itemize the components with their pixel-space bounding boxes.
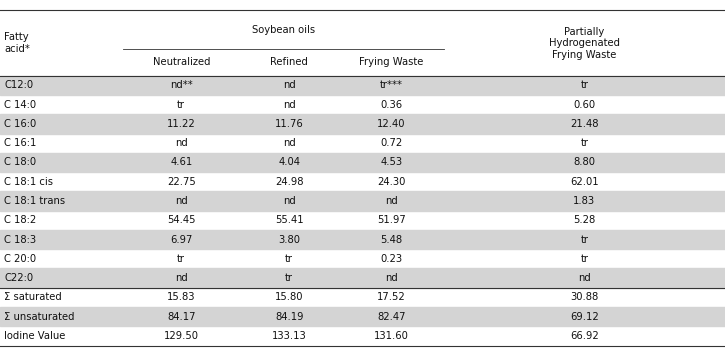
Text: 69.12: 69.12 (570, 312, 599, 322)
Text: C22:0: C22:0 (4, 273, 33, 283)
Text: 5.48: 5.48 (381, 235, 402, 245)
Text: 55.41: 55.41 (275, 215, 304, 225)
Text: tr: tr (580, 80, 589, 90)
Text: 0.23: 0.23 (381, 254, 402, 264)
Text: nd: nd (283, 196, 296, 206)
Text: C 16:0: C 16:0 (4, 119, 36, 129)
Text: nd**: nd** (170, 80, 193, 90)
Text: C 18:3: C 18:3 (4, 235, 36, 245)
Text: 4.53: 4.53 (381, 157, 402, 168)
Text: C 18:1 cis: C 18:1 cis (4, 177, 54, 187)
Text: nd: nd (578, 273, 591, 283)
Polygon shape (0, 191, 725, 211)
Text: nd: nd (385, 196, 398, 206)
Text: 0.36: 0.36 (381, 100, 402, 110)
Text: C 16:1: C 16:1 (4, 138, 37, 148)
Text: 84.17: 84.17 (167, 312, 196, 322)
Text: 15.80: 15.80 (275, 292, 304, 302)
Text: 5.28: 5.28 (573, 215, 595, 225)
Text: 62.01: 62.01 (570, 177, 599, 187)
Text: Σ unsaturated: Σ unsaturated (4, 312, 75, 322)
Text: nd: nd (175, 273, 188, 283)
Text: 84.19: 84.19 (275, 312, 304, 322)
Text: 0.60: 0.60 (573, 100, 595, 110)
Text: Iodine Value: Iodine Value (4, 331, 66, 341)
Text: tr: tr (177, 100, 186, 110)
Text: Σ saturated: Σ saturated (4, 292, 62, 302)
Text: C 18:2: C 18:2 (4, 215, 36, 225)
Text: tr: tr (580, 254, 589, 264)
Text: 12.40: 12.40 (377, 119, 406, 129)
Text: 82.47: 82.47 (377, 312, 406, 322)
Text: nd: nd (283, 138, 296, 148)
Text: tr: tr (285, 273, 294, 283)
Text: Frying Waste: Frying Waste (360, 57, 423, 67)
Text: C 20:0: C 20:0 (4, 254, 36, 264)
Polygon shape (0, 76, 725, 95)
Text: 21.48: 21.48 (570, 119, 599, 129)
Text: 54.45: 54.45 (167, 215, 196, 225)
Text: Soybean oils: Soybean oils (252, 25, 315, 35)
Text: tr: tr (580, 235, 589, 245)
Text: nd: nd (283, 80, 296, 90)
Text: C 18:1 trans: C 18:1 trans (4, 196, 65, 206)
Text: nd: nd (175, 138, 188, 148)
Text: 131.60: 131.60 (374, 331, 409, 341)
Polygon shape (0, 307, 725, 326)
Text: 129.50: 129.50 (164, 331, 199, 341)
Text: 24.98: 24.98 (275, 177, 304, 187)
Text: 24.30: 24.30 (377, 177, 406, 187)
Text: 4.61: 4.61 (170, 157, 192, 168)
Text: C12:0: C12:0 (4, 80, 33, 90)
Text: tr***: tr*** (380, 80, 403, 90)
Text: nd: nd (283, 100, 296, 110)
Text: 133.13: 133.13 (272, 331, 307, 341)
Text: nd: nd (385, 273, 398, 283)
Text: 66.92: 66.92 (570, 331, 599, 341)
Text: 0.72: 0.72 (381, 138, 402, 148)
Text: 30.88: 30.88 (571, 292, 598, 302)
Text: 15.83: 15.83 (167, 292, 196, 302)
Text: tr: tr (580, 138, 589, 148)
Text: 51.97: 51.97 (377, 215, 406, 225)
Text: Refined: Refined (270, 57, 308, 67)
Text: C 18:0: C 18:0 (4, 157, 36, 168)
Text: nd: nd (175, 196, 188, 206)
Text: 11.76: 11.76 (275, 119, 304, 129)
Text: tr: tr (285, 254, 294, 264)
Text: 11.22: 11.22 (167, 119, 196, 129)
Text: C 14:0: C 14:0 (4, 100, 36, 110)
Polygon shape (0, 153, 725, 172)
Polygon shape (0, 230, 725, 249)
Text: 4.04: 4.04 (278, 157, 300, 168)
Text: Neutralized: Neutralized (152, 57, 210, 67)
Text: Fatty
acid*: Fatty acid* (4, 32, 30, 54)
Text: 6.97: 6.97 (170, 235, 192, 245)
Text: tr: tr (177, 254, 186, 264)
Polygon shape (0, 268, 725, 288)
Text: 22.75: 22.75 (167, 177, 196, 187)
Text: 1.83: 1.83 (573, 196, 595, 206)
Text: 17.52: 17.52 (377, 292, 406, 302)
Text: 3.80: 3.80 (278, 235, 300, 245)
Text: Partially
Hydrogenated
Frying Waste: Partially Hydrogenated Frying Waste (549, 27, 620, 60)
Polygon shape (0, 114, 725, 134)
Text: 8.80: 8.80 (573, 157, 595, 168)
